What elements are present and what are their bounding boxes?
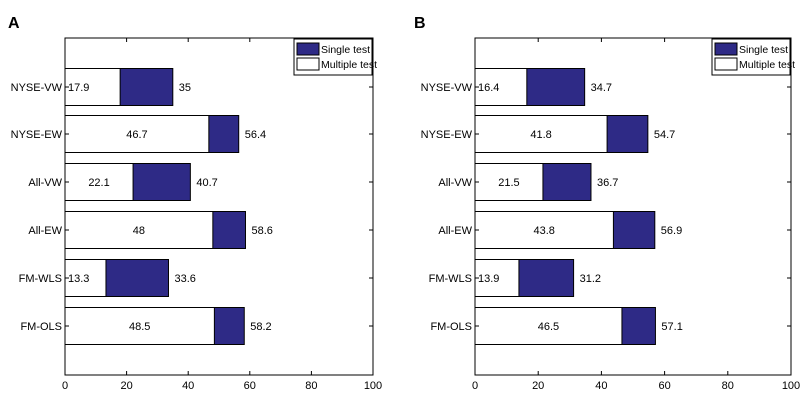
legend-swatch-single-test — [714, 42, 738, 56]
bar-multiple-test — [474, 163, 544, 201]
category-tick-label: NYSE-EW — [421, 129, 473, 141]
bar-multiple-test — [64, 259, 107, 297]
bar-multiple-test — [474, 115, 608, 153]
data-label-multiple-test: 48.5 — [129, 321, 150, 333]
data-label-multiple-test: 22.1 — [88, 177, 109, 189]
legend-label-multiple-test: Multiple test — [321, 59, 377, 71]
data-label-multiple-test: 16.4 — [478, 82, 499, 94]
bar-multiple-test — [64, 68, 121, 106]
bar-multiple-test — [474, 211, 614, 249]
data-label-multiple-test: 13.3 — [68, 273, 89, 285]
x-tick-label: 20 — [532, 380, 544, 392]
data-label-single-test: 57.1 — [661, 321, 682, 333]
data-label-multiple-test: 46.7 — [126, 129, 147, 141]
bar-multiple-test — [474, 259, 520, 297]
legend-label-single-test: Single test — [739, 44, 788, 56]
bar-multiple-test — [474, 68, 528, 106]
x-tick-label: 60 — [658, 380, 670, 392]
x-tick-label: 20 — [120, 380, 132, 392]
data-label-single-test: 54.7 — [654, 129, 675, 141]
legend: Single test Multiple test — [293, 38, 377, 76]
x-tick-label: 0 — [472, 380, 478, 392]
legend-label-single-test: Single test — [321, 44, 370, 56]
legend: Single test Multiple test — [711, 38, 795, 76]
x-tick-label: 40 — [182, 380, 194, 392]
category-tick-label: NYSE-VW — [421, 82, 473, 94]
legend-swatch-multiple-test — [714, 57, 738, 71]
x-tick-label: 0 — [62, 380, 68, 392]
x-tick-label: 100 — [782, 380, 800, 392]
bar-multiple-test — [64, 307, 215, 345]
data-label-single-test: 35 — [179, 82, 191, 94]
data-label-multiple-test: 43.8 — [533, 225, 554, 237]
x-tick-label: 80 — [305, 380, 317, 392]
x-tick-label: 80 — [722, 380, 734, 392]
data-label-single-test: 58.6 — [251, 225, 272, 237]
data-label-single-test: 34.7 — [591, 82, 612, 94]
panel-label: B — [414, 15, 426, 32]
category-tick-label: All-EW — [28, 225, 62, 237]
data-label-multiple-test: 17.9 — [68, 82, 89, 94]
category-tick-label: FM-OLS — [20, 321, 62, 333]
legend-label-multiple-test: Multiple test — [739, 59, 795, 71]
category-tick-label: FM-WLS — [429, 273, 472, 285]
category-tick-label: All-EW — [438, 225, 472, 237]
data-label-single-test: 36.7 — [597, 177, 618, 189]
data-label-multiple-test: 41.8 — [530, 129, 551, 141]
data-label-single-test: 31.2 — [580, 273, 601, 285]
x-tick-label: 60 — [244, 380, 256, 392]
category-tick-label: FM-OLS — [430, 321, 472, 333]
panel-label: A — [8, 15, 20, 32]
legend-swatch-multiple-test — [296, 57, 320, 71]
data-label-multiple-test: 48 — [133, 225, 145, 237]
chart-panel-a: A NYSE-VW 17.9 35 NYSE-EW 46.7 56.4 All-VW 22.1 4… — [8, 15, 382, 392]
category-tick-label: FM-WLS — [19, 273, 62, 285]
data-label-single-test: 56.4 — [245, 129, 266, 141]
axes-box — [474, 37, 792, 376]
category-tick-label: NYSE-VW — [11, 82, 63, 94]
data-label-multiple-test: 21.5 — [498, 177, 519, 189]
x-tick-label: 100 — [364, 380, 382, 392]
data-label-multiple-test: 13.9 — [478, 273, 499, 285]
data-label-single-test: 33.6 — [174, 273, 195, 285]
data-label-single-test: 40.7 — [196, 177, 217, 189]
x-tick-label: 40 — [595, 380, 607, 392]
chart-panel-b: B NYSE-VW 16.4 34.7 NYSE-EW 41.8 54.7 All-VW 21.… — [414, 15, 800, 392]
data-label-multiple-test: 46.5 — [538, 321, 559, 333]
category-tick-label: NYSE-EW — [11, 129, 63, 141]
category-tick-label: All-VW — [28, 177, 62, 189]
legend-swatch-single-test — [296, 42, 320, 56]
data-label-single-test: 56.9 — [661, 225, 682, 237]
data-label-single-test: 58.2 — [250, 321, 271, 333]
category-tick-label: All-VW — [438, 177, 472, 189]
axes-box — [64, 37, 374, 376]
